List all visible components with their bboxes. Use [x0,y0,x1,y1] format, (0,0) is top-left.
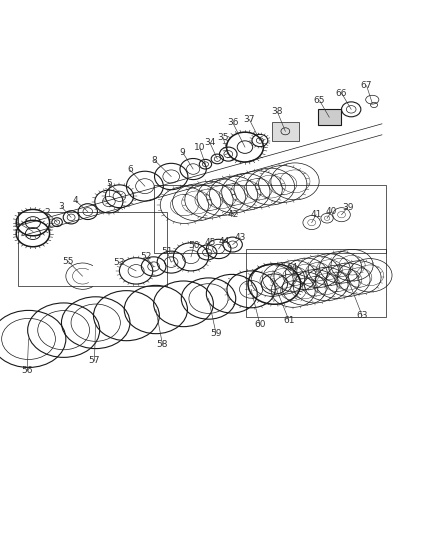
Polygon shape [272,122,298,141]
Text: 38: 38 [271,108,283,117]
Text: 2: 2 [45,208,50,217]
Text: 64: 64 [286,263,297,272]
Text: 60: 60 [254,320,265,329]
Text: 67: 67 [360,81,371,90]
Text: 58: 58 [156,340,168,349]
Text: 1: 1 [14,218,21,227]
Text: 9: 9 [179,148,185,157]
Text: 35: 35 [217,133,228,142]
Text: 59: 59 [210,329,221,338]
Text: 55: 55 [62,257,74,266]
Text: 50: 50 [188,241,199,250]
Text: 45: 45 [204,238,215,247]
Text: 37: 37 [243,115,254,124]
Text: 57: 57 [88,357,100,366]
Text: 65: 65 [313,96,325,105]
Text: 66: 66 [335,88,346,98]
Text: 42: 42 [227,210,239,219]
Text: 4: 4 [73,196,78,205]
Text: 5: 5 [106,179,112,188]
Text: 39: 39 [341,203,353,212]
Text: 61: 61 [283,316,294,325]
Polygon shape [317,109,340,125]
Text: 43: 43 [234,233,246,243]
Text: 51: 51 [161,247,172,256]
Text: 10: 10 [194,143,205,152]
Text: 8: 8 [151,156,157,165]
Text: 53: 53 [113,257,125,266]
Text: 36: 36 [226,118,238,127]
Text: 34: 34 [204,138,215,147]
Text: 3: 3 [58,203,64,211]
Text: 56: 56 [21,367,33,375]
Text: 52: 52 [140,252,151,261]
Text: 63: 63 [356,311,367,320]
Text: 6: 6 [127,165,133,174]
Text: 40: 40 [325,207,336,216]
Text: 44: 44 [218,237,229,246]
Text: 41: 41 [310,210,321,219]
